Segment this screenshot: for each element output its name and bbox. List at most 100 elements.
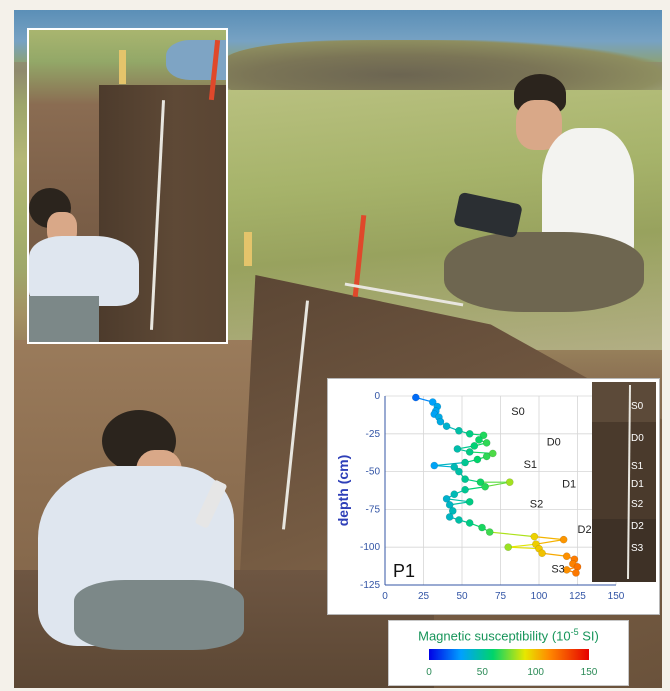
susceptibility-depth-chart: 0 25 50 75 100 125 150 0 -25 -50 -75 -100 -125 depth … <box>335 382 656 602</box>
data-point <box>465 448 474 456</box>
seated-man-trousers <box>444 232 644 312</box>
soil-strip-bottom-layer <box>592 519 656 582</box>
profile-line-segment <box>469 451 493 455</box>
profile-label: P1 <box>393 561 415 581</box>
x-tick-label: 150 <box>608 591 625 602</box>
y-axis-label: depth (cm) <box>335 455 351 527</box>
profile-line-segment <box>534 536 564 541</box>
data-point <box>461 475 469 483</box>
data-point <box>428 398 437 406</box>
x-tick-label: 25 <box>418 591 430 602</box>
profile-line-segment <box>434 461 466 467</box>
y-tick-label: -125 <box>360 580 380 591</box>
strip-layer-label: S2 <box>631 499 644 510</box>
data-point <box>470 442 479 450</box>
profile-line-segment <box>535 539 564 545</box>
data-point <box>479 431 488 440</box>
data-point <box>442 422 451 431</box>
colorbar-unit-exponent: -5 <box>570 627 579 637</box>
colorbar-unit-prefix: (10 <box>551 628 571 644</box>
data-point <box>572 569 580 577</box>
colorbar-tick-label: 100 <box>527 667 544 678</box>
data-point <box>475 436 483 444</box>
data-point <box>482 452 491 461</box>
data-point <box>473 455 482 464</box>
data-point <box>476 478 485 486</box>
zone-label: S1 <box>524 459 537 471</box>
strip-layer-label: S1 <box>631 461 644 472</box>
inset-man-trousers <box>29 296 99 342</box>
data-point <box>450 490 459 499</box>
x-tick-label: 75 <box>495 591 507 602</box>
y-tick-label: -50 <box>366 467 381 478</box>
zone-label: S0 <box>511 406 524 418</box>
data-point <box>455 467 463 476</box>
profile-line-segment <box>484 481 510 488</box>
colorbar-title: Magnetic susceptibility (10-5 SI) <box>389 627 628 643</box>
strip-layer-label: D1 <box>631 479 644 490</box>
y-tick-label: -25 <box>366 429 381 440</box>
data-point <box>453 445 462 453</box>
profile-line-segment <box>542 552 567 557</box>
profile-line-segment <box>489 531 535 538</box>
data-point <box>478 523 486 532</box>
data-point <box>445 501 454 509</box>
zone-label: S2 <box>530 498 543 510</box>
data-point <box>412 393 420 402</box>
data-point <box>465 519 474 527</box>
data-point <box>481 482 489 491</box>
strip-layer-label: S3 <box>631 543 644 554</box>
x-tick-label: 50 <box>456 591 468 602</box>
colorbar-tick-label: 0 <box>426 667 432 678</box>
colorbar-tick-label: 150 <box>580 667 598 678</box>
colorbar-gradient <box>429 649 589 660</box>
inset-wooden-stake <box>119 50 126 84</box>
zone-label: S3 <box>551 563 564 575</box>
data-point <box>465 430 474 438</box>
colorbar-unit-suffix: SI) <box>578 628 599 644</box>
inset-man-shirt <box>29 236 139 306</box>
data-point <box>538 549 546 558</box>
data-point <box>430 461 439 470</box>
data-point <box>461 485 469 494</box>
zone-label: D1 <box>562 479 576 491</box>
colorbar-legend: Magnetic susceptibility (10-5 SI) 0 50 100… <box>388 620 629 686</box>
crouching-man-trousers <box>74 580 244 650</box>
data-point <box>436 417 445 426</box>
data-point <box>559 535 568 544</box>
data-point <box>505 478 514 486</box>
susceptibility-chart-card: 0 25 50 75 100 125 150 0 -25 -50 -75 -100 -125 depth … <box>327 378 660 615</box>
x-tick-label: 0 <box>382 591 388 602</box>
strip-layer-label: S0 <box>631 401 644 412</box>
inset-photo <box>27 28 228 344</box>
data-point <box>562 552 571 561</box>
data-point <box>504 543 512 551</box>
wooden-stake <box>244 232 252 266</box>
strip-layer-label: D0 <box>631 433 644 444</box>
data-point <box>455 516 463 524</box>
zone-label: D0 <box>547 436 561 448</box>
data-point <box>448 507 457 515</box>
y-tick-label: -100 <box>360 542 380 553</box>
x-tick-label: 125 <box>569 591 586 602</box>
data-point <box>465 498 474 506</box>
data-point <box>445 513 454 521</box>
data-point <box>488 449 497 458</box>
profile-line-segment <box>446 498 470 503</box>
data-point <box>442 495 451 503</box>
y-tick-label: -75 <box>366 504 381 515</box>
colorbar-tick-label: 50 <box>476 667 488 678</box>
data-point <box>485 528 494 536</box>
colorbar-title-text: Magnetic susceptibility <box>418 628 549 644</box>
soil-strip-tape <box>627 384 631 580</box>
data-point <box>455 426 463 435</box>
profile-line-segment <box>508 546 540 550</box>
soil-strip-top-layer <box>592 382 656 422</box>
data-point <box>450 463 459 471</box>
zone-label: D2 <box>578 524 592 536</box>
x-tick-label: 100 <box>531 591 548 602</box>
y-tick-label: 0 <box>374 391 380 402</box>
data-point <box>562 566 571 574</box>
data-point <box>461 458 469 467</box>
strip-layer-label: D2 <box>631 521 644 532</box>
